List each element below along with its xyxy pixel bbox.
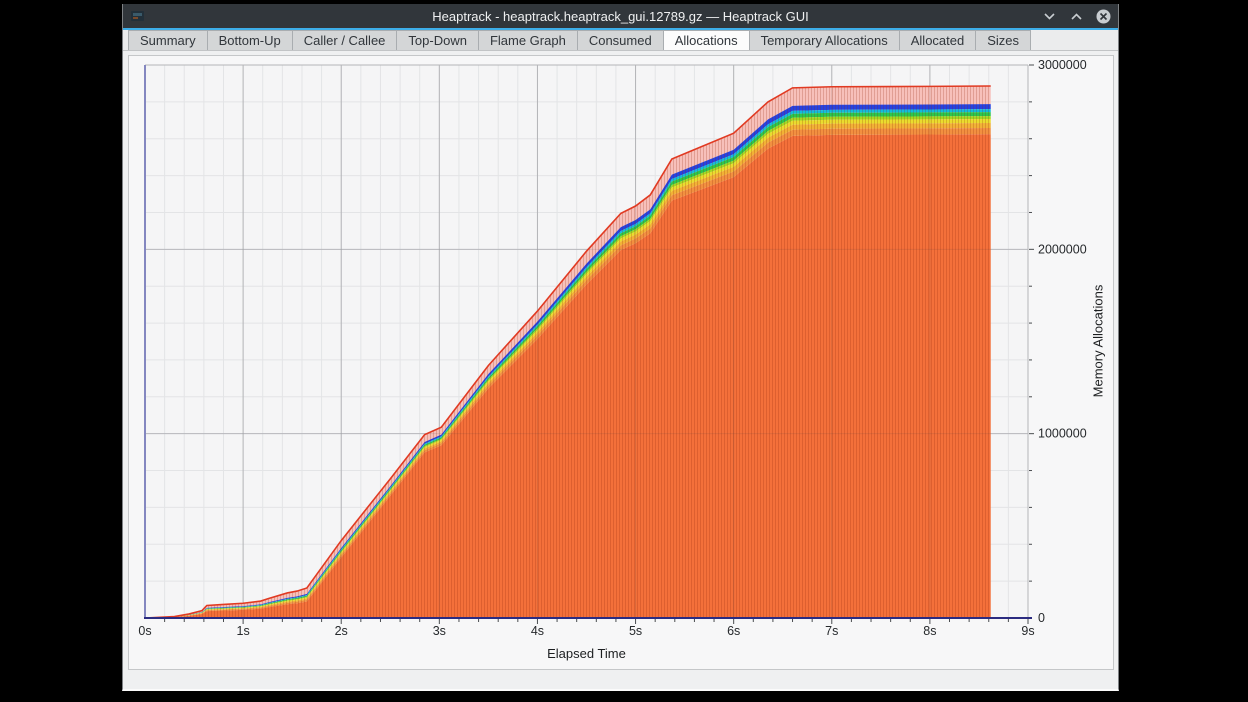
tab-bottom-up[interactable]: Bottom-Up — [206, 30, 292, 50]
heaptrack-app-icon — [131, 9, 145, 22]
tab-allocations[interactable]: Allocations — [662, 30, 749, 50]
tab-sizes[interactable]: Sizes — [975, 30, 1032, 50]
svg-text:1000000: 1000000 — [1038, 427, 1087, 441]
tab-top-down[interactable]: Top-Down — [396, 30, 478, 50]
svg-text:0s: 0s — [138, 624, 151, 638]
titlebar[interactable]: Heaptrack - heaptrack.heaptrack_gui.1278… — [123, 4, 1118, 28]
allocations-chart[interactable]: 0s 1s 2s 3s 4s 5s 6s 7s 8s 9s 0 1000000 2000000 30000… — [129, 56, 1115, 671]
svg-text:5s: 5s — [629, 624, 642, 638]
window-controls — [1041, 4, 1112, 28]
tab-caller-callee[interactable]: Caller / Callee — [291, 30, 397, 50]
svg-text:9s: 9s — [1021, 624, 1034, 638]
content-area: 0s 1s 2s 3s 4s 5s 6s 7s 8s 9s 0 1000000 2000000 30000… — [123, 51, 1118, 689]
tab-summary[interactable]: Summary — [128, 30, 207, 50]
svg-text:4s: 4s — [531, 624, 544, 638]
svg-text:0: 0 — [1038, 611, 1045, 625]
tab-allocated[interactable]: Allocated — [898, 30, 976, 50]
titlebar-accent-line — [123, 28, 1118, 30]
close-button[interactable] — [1095, 8, 1112, 25]
svg-text:2s: 2s — [335, 624, 348, 638]
svg-text:6s: 6s — [727, 624, 740, 638]
svg-text:3000000: 3000000 — [1038, 58, 1087, 72]
tab-bar: Summary Bottom-Up Caller / Callee Top-Down F… — [123, 30, 1118, 51]
x-axis-title: Elapsed Time — [547, 646, 626, 661]
svg-text:7s: 7s — [825, 624, 838, 638]
svg-text:8s: 8s — [923, 624, 936, 638]
svg-text:3s: 3s — [433, 624, 446, 638]
y-axis-title: Memory Allocations — [1090, 284, 1106, 398]
tab-consumed[interactable]: Consumed — [576, 30, 663, 50]
tab-temporary-allocations[interactable]: Temporary Allocations — [748, 30, 899, 50]
heaptrack-window: Heaptrack - heaptrack.heaptrack_gui.1278… — [122, 4, 1119, 691]
window-title: Heaptrack - heaptrack.heaptrack_gui.1278… — [432, 8, 809, 24]
svg-text:1s: 1s — [237, 624, 250, 638]
maximize-button[interactable] — [1068, 8, 1085, 25]
allocations-chart-panel[interactable]: 0s 1s 2s 3s 4s 5s 6s 7s 8s 9s 0 1000000 2000000 30000… — [128, 55, 1114, 670]
tab-flame-graph[interactable]: Flame Graph — [477, 30, 577, 50]
svg-text:2000000: 2000000 — [1038, 242, 1087, 256]
minimize-button[interactable] — [1041, 8, 1058, 25]
